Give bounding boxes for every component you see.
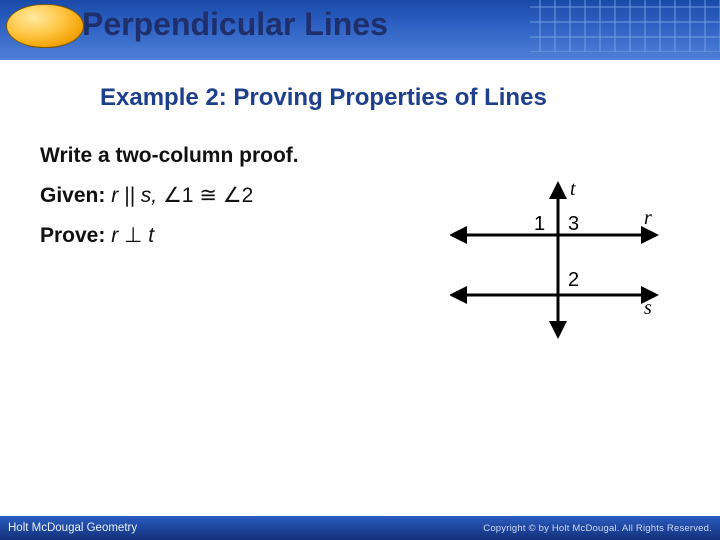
footer-left: Holt McDougal Geometry bbox=[8, 522, 137, 534]
angle-2: 2 bbox=[242, 184, 254, 207]
slide-header: Perpendicular Lines bbox=[0, 0, 720, 60]
angle-symbol-2: ∠ bbox=[223, 184, 242, 207]
congruent-symbol: ≅ bbox=[199, 184, 217, 207]
footer-right: Copyright © by Holt McDougal. All Rights… bbox=[483, 523, 712, 534]
angle-1: 1 bbox=[182, 184, 194, 207]
label-s: s bbox=[644, 297, 652, 319]
perp-symbol: ⊥ bbox=[124, 224, 142, 247]
label-angle-2: 2 bbox=[568, 269, 579, 291]
label-r: r bbox=[644, 207, 652, 229]
prove-label: Prove: bbox=[40, 224, 105, 247]
example-subtitle: Example 2: Proving Properties of Lines bbox=[100, 84, 720, 112]
label-angle-3: 3 bbox=[568, 213, 579, 235]
slide-title: Perpendicular Lines bbox=[82, 6, 388, 43]
prove-r: r bbox=[111, 224, 118, 247]
prove-t: t bbox=[148, 224, 154, 247]
angle-symbol-1: ∠ bbox=[163, 184, 182, 207]
badge-icon bbox=[6, 4, 84, 48]
given-text-prefix: r || s, bbox=[111, 184, 163, 207]
geometry-diagram: t r s 1 3 2 bbox=[450, 180, 660, 340]
label-t: t bbox=[570, 180, 576, 200]
given-label: Given: bbox=[40, 184, 105, 207]
slide-footer: Holt McDougal Geometry Copyright © by Ho… bbox=[0, 516, 720, 540]
header-grid bbox=[530, 0, 720, 52]
label-angle-1: 1 bbox=[534, 213, 545, 235]
instruction-line: Write a two-column proof. bbox=[40, 136, 680, 176]
